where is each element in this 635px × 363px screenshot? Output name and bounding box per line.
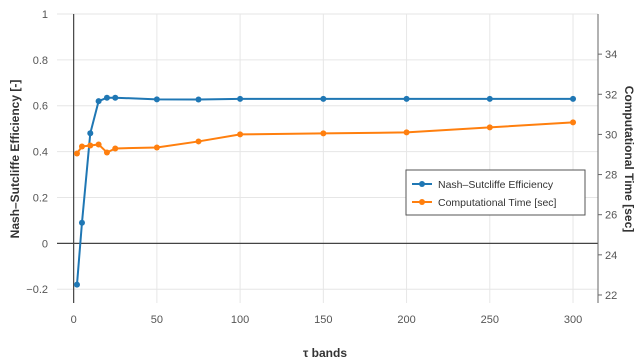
series-point-0: [78, 219, 85, 226]
y-right-tick-label: 24: [605, 250, 617, 262]
series-layer: [73, 94, 577, 288]
series-point-0: [73, 281, 80, 288]
series-point-0: [87, 130, 94, 137]
x-tick-label: 300: [564, 314, 582, 326]
series-point-1: [320, 130, 327, 137]
series-point-0: [403, 95, 410, 102]
series-point-0: [486, 95, 493, 102]
y-left-tick-label: 0.8: [33, 55, 48, 67]
series-point-1: [570, 119, 577, 126]
ticks-layer: 0 50 100 150 200 250 300 −0.2 0 0.2 0.4 0.6 0.8 1 22 24…: [26, 9, 617, 326]
series-point-1: [87, 142, 94, 149]
y-right-axis-title: Computational Time [sec]: [622, 86, 635, 232]
series-point-0: [195, 96, 202, 103]
x-tick-label: 150: [314, 314, 332, 326]
x-axis-title: τ bands: [303, 346, 347, 360]
legend-box: [405, 169, 586, 216]
legend-label-nse: Nash–Sutcliffe Efficiency: [438, 179, 554, 191]
legend-marker-time: [419, 199, 425, 205]
legend: Nash–Sutcliffe Efficiency Computational …: [405, 169, 586, 216]
series-point-1: [486, 124, 493, 131]
y-left-tick-label: 0: [42, 238, 48, 250]
series-point-0: [237, 95, 244, 102]
x-tick-label: 200: [397, 314, 415, 326]
y-left-tick-label: 0.2: [33, 192, 48, 204]
series-point-1: [78, 143, 85, 150]
series-point-1: [195, 138, 202, 145]
x-tick-label: 0: [71, 314, 77, 326]
grid-layer: [57, 13, 598, 303]
series-point-1: [73, 150, 80, 157]
series-point-1: [103, 149, 110, 156]
y-right-tick-label: 26: [605, 210, 617, 222]
x-tick-label: 50: [151, 314, 163, 326]
series-point-0: [320, 95, 327, 102]
series-point-1: [112, 145, 119, 152]
x-tick-label: 250: [481, 314, 499, 326]
y-right-tick-label: 30: [605, 129, 617, 141]
series-point-1: [403, 129, 410, 136]
y-left-tick-label: 0.6: [33, 101, 48, 113]
legend-marker-nse: [419, 181, 425, 187]
series-point-1: [153, 144, 160, 151]
y-right-tick-label: 34: [605, 49, 617, 61]
series-point-0: [153, 96, 160, 103]
legend-label-time: Computational Time [sec]: [438, 197, 557, 209]
series-point-0: [570, 95, 577, 102]
y-left-tick-label: 1: [42, 9, 48, 21]
series-point-1: [237, 131, 244, 138]
series-point-1: [95, 141, 102, 148]
x-tick-label: 100: [231, 314, 249, 326]
series-point-0: [112, 94, 119, 101]
y-right-tick-label: 32: [605, 89, 617, 101]
y-left-tick-label: −0.2: [26, 284, 48, 296]
series-point-0: [103, 94, 110, 101]
y-left-axis-title: Nash–Sutcliffe Efficiency [-]: [8, 80, 22, 239]
y-right-tick-label: 22: [605, 290, 617, 302]
y-left-tick-label: 0.4: [33, 147, 48, 159]
series-point-0: [95, 98, 102, 105]
y-right-tick-label: 28: [605, 170, 617, 182]
